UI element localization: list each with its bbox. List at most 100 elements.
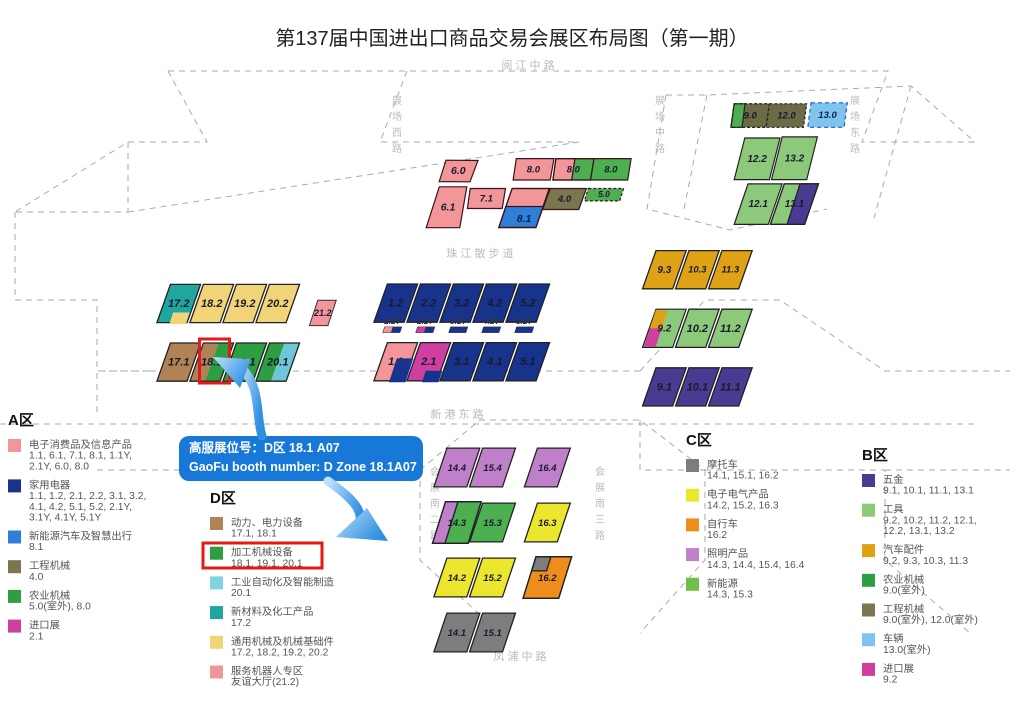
svg-text:13.1: 13.1	[785, 199, 805, 210]
svg-text:4.1: 4.1	[486, 356, 502, 368]
svg-text:15.2: 15.2	[483, 573, 502, 584]
svg-text:南: 南	[430, 497, 440, 510]
svg-text:家用电器: 家用电器	[29, 478, 70, 491]
svg-text:13.2: 13.2	[785, 153, 805, 164]
svg-text:14.3, 14.4, 15.4, 16.4: 14.3, 14.4, 15.4, 16.4	[707, 560, 805, 571]
svg-text:GaoFu booth number: D Zone 18.: GaoFu booth number: D Zone 18.1A07	[189, 460, 417, 474]
svg-text:14.1, 15.1, 16.2: 14.1, 15.1, 16.2	[707, 471, 779, 482]
svg-text:4.0: 4.0	[29, 572, 44, 583]
svg-text:展: 展	[850, 95, 860, 107]
svg-text:东: 东	[850, 126, 860, 139]
svg-text:9.0(室外): 9.0(室外)	[883, 584, 925, 597]
svg-text:14.3, 15.3: 14.3, 15.3	[707, 590, 753, 601]
svg-text:9.0(室外), 12.0(室外): 9.0(室外), 12.0(室外)	[883, 613, 978, 626]
svg-text:3.1: 3.1	[454, 356, 469, 368]
svg-text:12.2: 12.2	[747, 154, 767, 165]
svg-text:12.0: 12.0	[777, 111, 796, 122]
svg-text:工具: 工具	[883, 504, 904, 516]
svg-text:10.3: 10.3	[688, 265, 707, 276]
svg-text:14.1: 14.1	[448, 628, 467, 639]
svg-text:13.0: 13.0	[818, 110, 837, 121]
svg-text:1.2: 1.2	[388, 298, 403, 310]
svg-text:工程机械: 工程机械	[883, 603, 924, 616]
svg-text:新材料及化工产品: 新材料及化工产品	[231, 605, 313, 618]
svg-text:自行车: 自行车	[707, 517, 738, 530]
svg-text:15.3: 15.3	[483, 518, 502, 529]
svg-text:12.1: 12.1	[748, 199, 768, 210]
svg-text:3.2: 3.2	[454, 298, 469, 310]
svg-text:5.0: 5.0	[598, 189, 610, 199]
svg-text:14.4: 14.4	[448, 463, 467, 474]
svg-text:16.3: 16.3	[538, 518, 557, 529]
svg-text:14.2: 14.2	[448, 573, 467, 584]
svg-text:5.2: 5.2	[520, 298, 535, 310]
svg-text:17.2, 18.2, 19.2, 20.2: 17.2, 18.2, 19.2, 20.2	[231, 648, 329, 659]
svg-text:17.2: 17.2	[168, 298, 189, 310]
svg-text:南: 南	[595, 497, 605, 510]
svg-text:展: 展	[595, 482, 605, 494]
svg-text:D区: D区	[210, 490, 236, 507]
svg-text:3.1Y, 4.1Y, 5.1Y: 3.1Y, 4.1Y, 5.1Y	[29, 513, 101, 524]
svg-text:11.2: 11.2	[720, 323, 741, 335]
svg-text:新能源: 新能源	[707, 577, 738, 590]
svg-text:2.1Y, 6.0, 8.0: 2.1Y, 6.0, 8.0	[29, 461, 89, 472]
svg-text:加工机械设备: 加工机械设备	[231, 546, 293, 559]
svg-text:汽车配件: 汽车配件	[883, 543, 924, 556]
svg-text:服务机器人专区: 服务机器人专区	[231, 665, 303, 678]
svg-text:17.2: 17.2	[231, 618, 251, 629]
svg-text:3.1Y: 3.1Y	[450, 317, 467, 326]
svg-text:进口展: 进口展	[29, 620, 60, 632]
svg-text:新能源汽车及智慧出行: 新能源汽车及智慧出行	[29, 530, 132, 543]
svg-text:16.2: 16.2	[538, 573, 557, 584]
svg-text:农业机械: 农业机械	[883, 573, 924, 586]
svg-text:10.2: 10.2	[687, 323, 708, 335]
svg-text:友谊大厅(21.2): 友谊大厅(21.2)	[231, 675, 299, 688]
svg-text:17.1: 17.1	[168, 357, 189, 369]
svg-text:电子电气产品: 电子电气产品	[707, 488, 769, 501]
svg-text:4.0: 4.0	[557, 194, 572, 205]
svg-text:珠 江 散 步 道: 珠 江 散 步 道	[446, 246, 513, 260]
svg-text:10.1: 10.1	[687, 381, 708, 393]
svg-text:8.0: 8.0	[527, 164, 541, 175]
svg-text:16.2: 16.2	[707, 530, 727, 541]
svg-text:20.1: 20.1	[266, 357, 288, 369]
svg-text:8.1: 8.1	[517, 213, 532, 225]
svg-text:7.1: 7.1	[480, 194, 493, 205]
svg-text:2.2: 2.2	[420, 298, 436, 310]
svg-text:9.2: 9.2	[883, 675, 898, 686]
svg-text:6.0: 6.0	[451, 165, 466, 177]
svg-text:路: 路	[850, 142, 860, 155]
svg-text:9.1: 9.1	[657, 381, 672, 393]
svg-text:工业自动化及智能制造: 工业自动化及智能制造	[231, 575, 334, 588]
svg-text:1.1Y: 1.1Y	[384, 317, 401, 326]
svg-text:阅 江 中 路: 阅 江 中 路	[501, 59, 554, 72]
svg-text:15.4: 15.4	[483, 463, 502, 474]
svg-text:4.1, 4.2, 5.1, 5.2, 2.1Y,: 4.1, 4.2, 5.1, 5.2, 2.1Y,	[29, 502, 132, 513]
svg-text:五金: 五金	[883, 473, 904, 486]
svg-text:会: 会	[595, 465, 605, 478]
svg-text:20.2: 20.2	[266, 298, 288, 310]
svg-text:场: 场	[655, 110, 665, 123]
svg-text:13.0(室外): 13.0(室外)	[883, 643, 931, 656]
svg-text:动力、电力设备: 动力、电力设备	[231, 516, 304, 529]
svg-text:A区: A区	[8, 412, 34, 429]
svg-text:路: 路	[392, 142, 402, 155]
svg-text:电子消费品及信息产品: 电子消费品及信息产品	[29, 438, 132, 451]
svg-text:展: 展	[655, 95, 665, 107]
svg-text:4.2: 4.2	[486, 298, 502, 310]
svg-text:2.1Y: 2.1Y	[416, 317, 434, 326]
svg-text:西: 西	[392, 128, 402, 139]
svg-text:9.1, 10.1, 11.1, 13.1: 9.1, 10.1, 11.1, 13.1	[883, 486, 974, 497]
svg-text:16.4: 16.4	[538, 463, 557, 474]
svg-text:18.2: 18.2	[201, 298, 222, 310]
svg-text:21.2: 21.2	[313, 308, 332, 318]
svg-text:场: 场	[392, 110, 402, 123]
svg-text:三: 三	[595, 515, 605, 526]
svg-text:B区: B区	[862, 447, 888, 464]
svg-text:19.2: 19.2	[234, 298, 255, 310]
svg-text:2.1: 2.1	[29, 631, 44, 642]
svg-text:中: 中	[655, 126, 665, 139]
svg-text:车辆: 车辆	[883, 632, 904, 645]
svg-text:摩托车: 摩托车	[707, 458, 738, 471]
svg-text:9.2, 9.3, 10.3, 11.3: 9.2, 9.3, 10.3, 11.3	[883, 556, 968, 567]
